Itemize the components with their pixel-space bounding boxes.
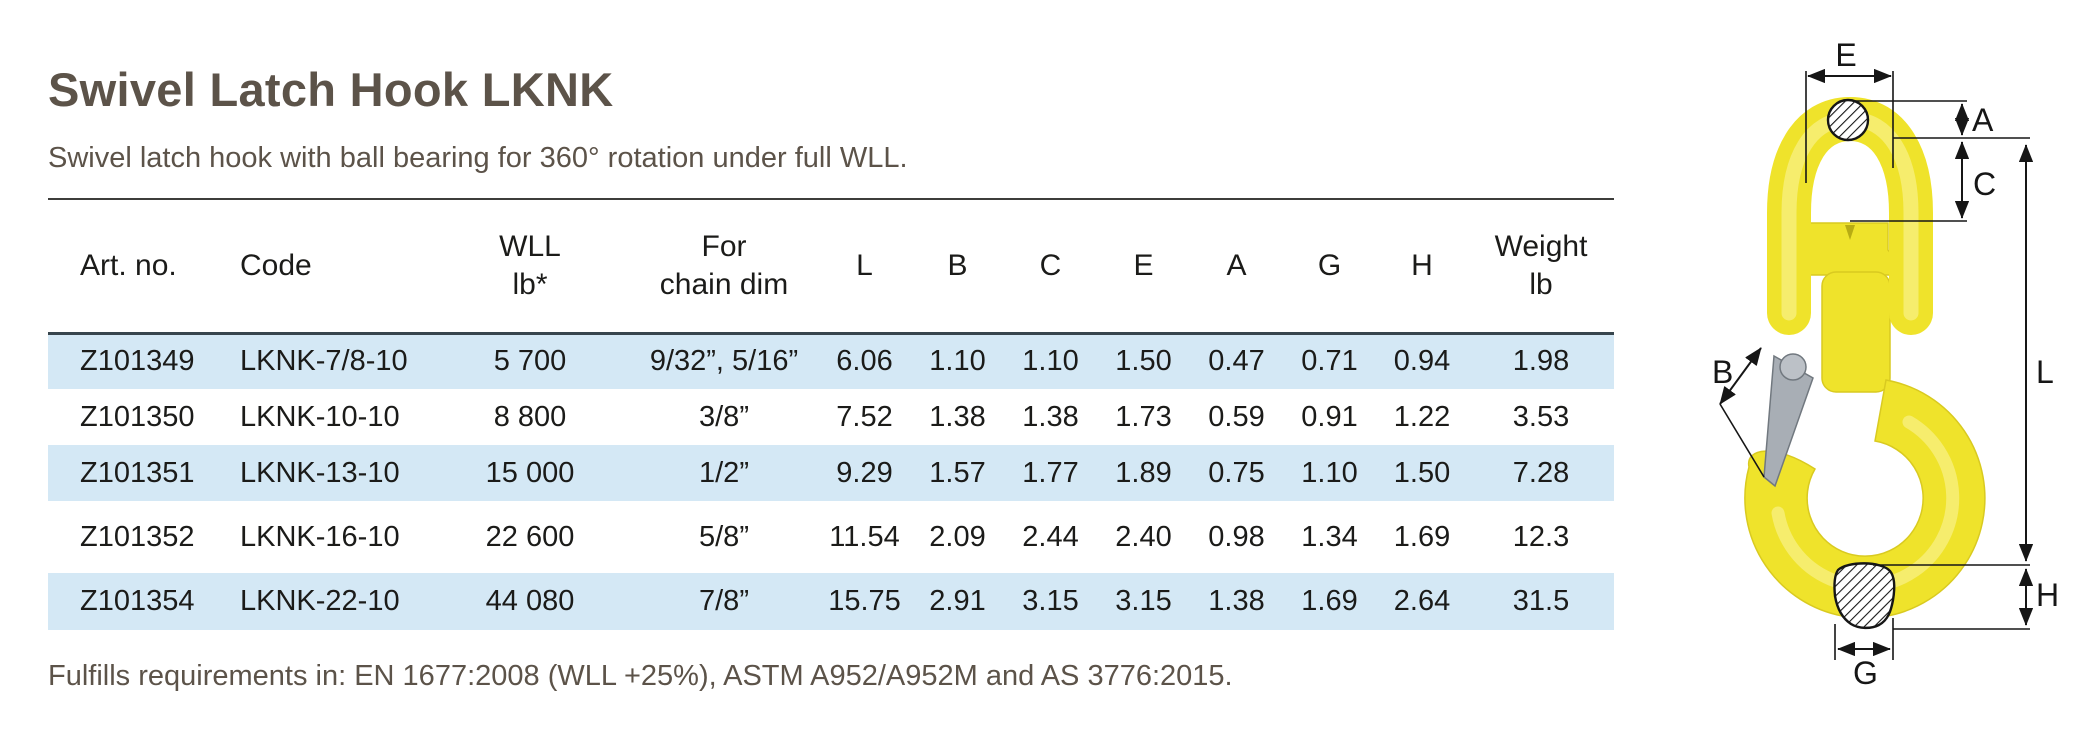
cell-b: 2.09 — [929, 520, 986, 553]
table-row: Z101354 LKNK-22-10 44 080 7/8” 15.75 2.9… — [48, 573, 1614, 630]
bowl-section-hatch — [1833, 562, 1896, 630]
cell-l: 9.29 — [836, 456, 893, 489]
col-header-a: A — [1190, 198, 1283, 335]
cell-a: 0.75 — [1208, 456, 1265, 489]
col-header-code: Code — [230, 198, 430, 335]
cell-a: 0.47 — [1208, 345, 1265, 378]
cell-e: 3.15 — [1115, 585, 1172, 617]
cell-g: 1.69 — [1301, 585, 1358, 617]
cell-weight: 7.28 — [1512, 456, 1570, 489]
cell-g: 0.71 — [1301, 345, 1358, 378]
col-header-art-no: Art. no. — [48, 198, 230, 335]
cell-h: 1.22 — [1393, 400, 1451, 433]
dim-label-a: A — [1972, 102, 1994, 138]
table-row: Z101351 LKNK-13-10 15 000 1/2” 9.29 1.57… — [48, 445, 1614, 501]
cell-l: 11.54 — [829, 520, 900, 553]
cell-b: 1.10 — [929, 345, 986, 378]
cell-e: 1.89 — [1115, 456, 1172, 489]
cell-h: 1.50 — [1393, 456, 1451, 489]
cell-code: LKNK-16-10 — [240, 520, 400, 553]
cell-weight: 31.5 — [1512, 585, 1570, 617]
cell-c: 1.10 — [1022, 345, 1079, 378]
cell-weight: 3.53 — [1512, 400, 1570, 433]
hook-diagram: E A C L B H G — [1712, 37, 2059, 691]
cell-c: 1.38 — [1022, 400, 1079, 433]
cell-e: 2.40 — [1115, 520, 1172, 553]
dim-label-h: H — [2036, 577, 2059, 613]
col-header-e: E — [1097, 198, 1190, 335]
cell-e: 1.50 — [1115, 345, 1172, 378]
col-header-h: H — [1376, 198, 1468, 335]
cell-wll: 22 600 — [485, 520, 575, 553]
cell-art-no: Z101354 — [80, 585, 195, 617]
cell-art-no: Z101352 — [80, 520, 195, 553]
col-header-b: B — [911, 198, 1004, 335]
col-header-wll: WLL lb* — [430, 198, 630, 335]
dim-label-l: L — [2036, 354, 2054, 390]
dim-label-g: G — [1853, 655, 1878, 691]
cell-chain-dim: 3/8” — [699, 400, 749, 433]
cell-h: 1.69 — [1393, 520, 1451, 553]
latch-pivot-ball — [1779, 353, 1807, 381]
col-header-l: L — [818, 198, 911, 335]
cell-art-no: Z101349 — [80, 345, 195, 378]
cell-code: LKNK-10-10 — [240, 400, 400, 433]
col-header-chain-dim: For chain dim — [630, 198, 818, 335]
col-header-weight: Weight lb — [1468, 198, 1614, 335]
compliance-note: Fulfills requirements in: EN 1677:2008 (… — [48, 660, 1233, 692]
cell-weight: 12.3 — [1512, 520, 1570, 553]
cell-l: 7.52 — [836, 400, 893, 433]
cell-h: 0.94 — [1393, 345, 1451, 378]
cell-l: 6.06 — [836, 345, 893, 378]
cell-e: 1.73 — [1115, 400, 1172, 433]
cell-art-no: Z101351 — [80, 456, 195, 489]
cell-chain-dim: 1/2” — [699, 456, 749, 489]
table-row: Z101349 LKNK-7/8-10 5 700 9/32”, 5/16” 6… — [48, 333, 1614, 389]
nut-notch — [1845, 225, 1855, 240]
cell-c: 3.15 — [1022, 585, 1079, 617]
cell-wll: 44 080 — [485, 585, 575, 617]
cell-h: 2.64 — [1393, 585, 1451, 617]
cell-wll: 15 000 — [485, 456, 575, 489]
cell-wll: 8 800 — [493, 400, 567, 433]
hook-bowl-highlight — [1771, 415, 1960, 593]
cell-a: 0.59 — [1208, 400, 1265, 433]
col-header-c: C — [1004, 198, 1097, 335]
cell-a: 1.38 — [1208, 585, 1265, 617]
cell-a: 0.98 — [1208, 520, 1265, 553]
dim-label-b: B — [1712, 354, 1733, 390]
hook-illustration — [1744, 96, 1986, 619]
cell-code: LKNK-7/8-10 — [240, 345, 408, 378]
hook-shank — [1821, 271, 1891, 393]
dim-label-c: C — [1973, 166, 1996, 202]
dimension-lines — [1719, 68, 2034, 660]
table-row: Z101352 LKNK-16-10 22 600 5/8” 11.54 2.0… — [48, 501, 1614, 573]
page-title: Swivel Latch Hook LKNK — [48, 63, 614, 116]
header-row: Art. no. Code WLL lb* For chain dim L B … — [48, 198, 1614, 335]
cell-b: 1.57 — [929, 456, 986, 489]
cell-g: 1.34 — [1301, 520, 1358, 553]
cell-code: LKNK-22-10 — [240, 585, 400, 617]
cell-l: 15.75 — [828, 585, 901, 617]
dim-label-e: E — [1835, 37, 1856, 73]
cell-chain-dim: 9/32”, 5/16” — [649, 345, 799, 378]
eye-section-hatch — [1826, 98, 1870, 142]
spec-table: Art. no. Code WLL lb* For chain dim L B … — [48, 198, 1614, 630]
cell-c: 1.77 — [1022, 456, 1079, 489]
cell-chain-dim: 5/8” — [699, 520, 749, 553]
cell-b: 2.91 — [929, 585, 986, 617]
cell-art-no: Z101350 — [80, 400, 195, 433]
cell-weight: 1.98 — [1512, 345, 1570, 378]
table-row: Z101350 LKNK-10-10 8 800 3/8” 7.52 1.38 … — [48, 389, 1614, 445]
cell-chain-dim: 7/8” — [699, 585, 749, 617]
page-subtitle: Swivel latch hook with ball bearing for … — [48, 142, 908, 174]
col-header-g: G — [1283, 198, 1376, 335]
cell-g: 1.10 — [1301, 456, 1358, 489]
cell-code: LKNK-13-10 — [240, 456, 400, 489]
cell-wll: 5 700 — [493, 345, 567, 378]
cell-c: 2.44 — [1022, 520, 1079, 553]
cell-g: 0.91 — [1301, 400, 1358, 433]
cell-b: 1.38 — [929, 400, 986, 433]
